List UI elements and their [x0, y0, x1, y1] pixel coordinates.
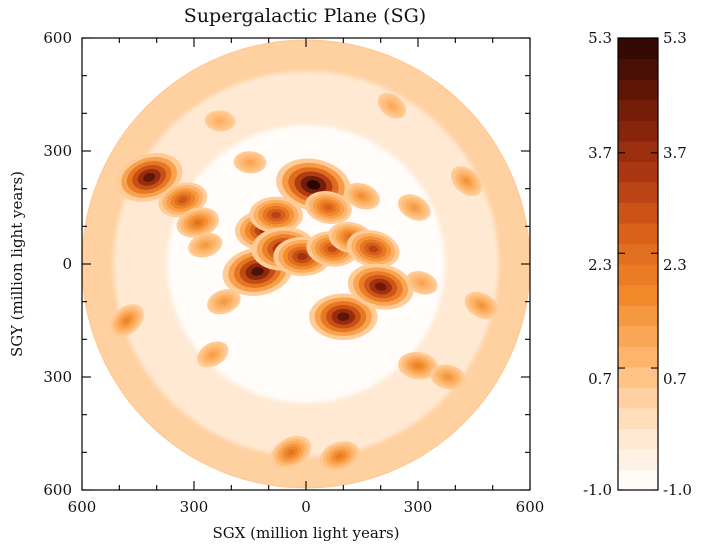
colorbar-band: [618, 79, 658, 101]
colorbar-band: [618, 264, 658, 286]
heatmap-contour: [327, 245, 337, 253]
x-tick-label: 0: [301, 498, 311, 516]
heatmap-contour: [337, 312, 350, 321]
plot-area: 600 300 0 300 600 600 300 0 300 600 SGX …: [8, 29, 544, 542]
heatmap-contour: [336, 453, 344, 459]
x-tick-label: 600: [68, 498, 97, 516]
y-tick-label: 600: [43, 481, 72, 499]
colorbar-band: [618, 161, 658, 183]
colorbar-frame: [617, 37, 659, 491]
colorbar-tick-label: 3.7: [588, 144, 612, 162]
heatmap-contour: [324, 204, 333, 211]
colorbar-tick-label: 0.7: [588, 370, 612, 388]
heatmap-contour: [374, 282, 387, 291]
colorbar-band: [618, 387, 658, 409]
colorbar-tick-label: -1.0: [583, 481, 612, 499]
heatmap-contour: [287, 449, 295, 456]
colorbar-band: [618, 58, 658, 80]
heatmap-contour: [306, 180, 321, 190]
x-tick-label: 600: [516, 498, 545, 516]
heatmap-contour: [368, 245, 378, 253]
colorbar-band: [618, 284, 658, 306]
x-axis-ticks: 600 300 0 300 600: [68, 498, 545, 516]
heatmap-contour: [418, 280, 425, 285]
colorbar: 5.3 3.7 2.3 0.7 -1.0 5.3 3.7 2.3 0.7 -1.…: [583, 29, 692, 499]
y-axis-ticks: 600 300 0 300 600: [43, 29, 72, 499]
colorbar-band: [618, 469, 658, 491]
heatmap-contour: [123, 317, 130, 324]
colorbar-left-labels: 5.3 3.7 2.3 0.7 -1.0: [583, 29, 612, 499]
y-tick-label: 0: [62, 255, 72, 273]
colorbar-band: [618, 38, 658, 60]
colorbar-band: [618, 448, 658, 471]
heatmap-contour: [411, 205, 418, 210]
colorbar-band: [618, 346, 658, 368]
heatmap-contour: [247, 160, 253, 165]
heatmap-contour: [358, 193, 366, 199]
y-axis-label: SGY (million light years): [8, 171, 26, 357]
heatmap-contour: [414, 363, 422, 369]
y-tick-label: 300: [43, 368, 72, 386]
heatmap-contour: [202, 242, 209, 248]
y-tick-label: 600: [43, 29, 72, 47]
x-axis-label: SGX (million light years): [212, 524, 399, 542]
colorbar-tick-label: 0.7: [663, 370, 687, 388]
heatmap-contour: [193, 219, 202, 226]
colorbar-band: [618, 140, 658, 162]
colorbar-tick-label: 3.7: [663, 144, 687, 162]
heatmap-contour: [463, 178, 470, 184]
colorbar-tick-marks: [618, 37, 658, 491]
x-tick-label: 300: [404, 498, 433, 516]
colorbar-bands: [618, 38, 658, 491]
heatmap-contour: [389, 103, 395, 109]
heatmap-contour: [297, 252, 308, 261]
colorbar-tick-label: 2.3: [588, 256, 612, 274]
colorbar-band: [618, 99, 658, 121]
colorbar-tick-label: 5.3: [588, 29, 612, 47]
colorbar-band: [618, 325, 658, 347]
axis-tick-marks: [81, 37, 531, 491]
heatmap-contour: [220, 299, 227, 304]
heatmap-field: [82, 40, 530, 488]
heatmap-contour: [217, 118, 223, 123]
x-tick-label: 300: [180, 498, 209, 516]
colorbar-tick-label: 5.3: [663, 29, 687, 47]
chart-title: Supergalactic Plane (SG): [184, 5, 426, 27]
colorbar-band: [618, 202, 658, 224]
colorbar-right-labels: 5.3 3.7 2.3 0.7 -1.0: [663, 29, 692, 499]
heatmap-contour: [271, 211, 281, 219]
heatmap-contour: [251, 267, 264, 276]
colorbar-band: [618, 305, 658, 327]
heatmap-contour: [178, 196, 188, 204]
colorbar-band: [618, 222, 658, 245]
colorbar-band: [618, 407, 658, 429]
colorbar-band: [618, 243, 658, 265]
y-tick-label: 300: [43, 142, 72, 160]
colorbar-band: [618, 366, 658, 388]
colorbar-tick-label: 2.3: [663, 256, 687, 274]
colorbar-band: [618, 428, 658, 450]
heatmap-contour: [209, 352, 216, 357]
colorbar-tick-label: -1.0: [663, 481, 692, 499]
heatmap-contour: [143, 172, 156, 182]
heatmap-contour: [478, 302, 485, 308]
heatmap-contour: [444, 374, 452, 380]
colorbar-band: [618, 181, 658, 203]
heatmap-disc: [81, 39, 531, 489]
colorbar-band: [618, 120, 658, 142]
